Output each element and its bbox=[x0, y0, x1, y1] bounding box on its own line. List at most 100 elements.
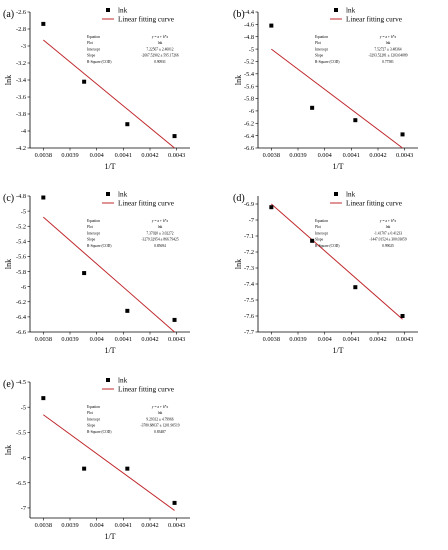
stats-row-label: Intercept bbox=[87, 231, 100, 235]
y-tick-label: -6 bbox=[21, 455, 26, 462]
legend-label-fit: Linear fitting curve bbox=[118, 200, 174, 208]
stats-row-label: Equation bbox=[315, 219, 328, 223]
x-tick-label: 0.0041 bbox=[343, 152, 360, 159]
x-tick-label: 0.0038 bbox=[263, 152, 280, 159]
legend-label-fit: Linear fitting curve bbox=[118, 386, 174, 394]
y-tick-label: -5.5 bbox=[16, 430, 26, 437]
y-tick-label: -5 bbox=[21, 404, 26, 411]
legend-label-points: lnk bbox=[346, 191, 356, 199]
data-point bbox=[41, 396, 46, 401]
y-tick-label: -4.2 bbox=[16, 145, 26, 152]
stats-row-label: Slope bbox=[87, 424, 96, 428]
data-point bbox=[82, 79, 87, 84]
x-tick-label: 0.0041 bbox=[115, 336, 132, 343]
x-axis-title: 1/T bbox=[104, 346, 115, 355]
y-tick-label: -7.1 bbox=[244, 233, 254, 240]
y-axis-title: lnk bbox=[4, 445, 13, 455]
y-tick-label: -5.4 bbox=[16, 239, 27, 246]
stats-row-value: -2667.52902 ± 595.17266 bbox=[141, 54, 179, 58]
y-tick-label: -7.5 bbox=[244, 297, 254, 304]
data-point bbox=[353, 118, 358, 123]
data-point bbox=[41, 195, 46, 200]
stats-row-value: 0.90931 bbox=[154, 60, 166, 64]
y-tick-label: -5 bbox=[21, 208, 26, 215]
panel-label: (d) bbox=[233, 193, 245, 204]
chart-panel: (d) 0.0038 0.0039 0.004 0.0041 0.0042 0.0043 -6… bbox=[233, 191, 418, 355]
stats-row-value: -1.41707 ± 0.41233 bbox=[374, 231, 403, 235]
stats-row-label: Equation bbox=[315, 35, 328, 39]
stats-row-label: R-Square (COD) bbox=[87, 430, 112, 434]
y-tick-label: -6.6 bbox=[16, 329, 26, 336]
stats-row-value: -3279.32954 ± 866.79425 bbox=[141, 238, 179, 242]
chart-panel: (a) 0.0038 0.0039 0.004 0.0041 0.0042 0.0043 -2… bbox=[3, 7, 190, 171]
stats-row-label: R-Square (COD) bbox=[315, 60, 340, 64]
stats-row-label: R-Square (COD) bbox=[87, 244, 112, 248]
legend-marker-points bbox=[334, 192, 338, 196]
stats-row-label: Slope bbox=[87, 238, 96, 242]
legend-label-points: lnk bbox=[346, 7, 356, 15]
x-axis-title: 1/T bbox=[104, 162, 115, 171]
stats-row-value: y = a + b*x bbox=[380, 35, 397, 39]
stats-row-label: Plot bbox=[87, 41, 93, 45]
x-tick-label: 0.0043 bbox=[168, 336, 185, 343]
data-point bbox=[125, 308, 130, 313]
stats-row-label: Plot bbox=[315, 225, 321, 229]
y-tick-label: -6.2 bbox=[244, 120, 254, 127]
x-tick-label: 0.0039 bbox=[289, 152, 306, 159]
y-tick-label: -4.4 bbox=[244, 9, 255, 16]
stats-row-value: y = a + b*x bbox=[152, 219, 169, 223]
data-point bbox=[172, 500, 177, 505]
x-tick-label: 0.0043 bbox=[168, 522, 185, 529]
stats-row-label: Equation bbox=[87, 35, 100, 39]
legend-marker-points bbox=[106, 8, 110, 12]
stats-row-value: lnk bbox=[158, 225, 163, 229]
y-tick-label: -6 bbox=[249, 108, 254, 115]
stats-row-value: -1447.01524 ± 300.03059 bbox=[369, 238, 407, 242]
stats-row-value: 9.29312 ± 4.79966 bbox=[146, 417, 173, 421]
stats-row-label: Slope bbox=[315, 54, 324, 58]
y-axis-title: lnk bbox=[234, 75, 243, 85]
y-tick-label: -3.4 bbox=[16, 77, 27, 84]
y-tick-label: -6.2 bbox=[16, 299, 26, 306]
stats-row-label: Slope bbox=[87, 54, 96, 58]
x-tick-label: 0.0042 bbox=[369, 336, 386, 343]
stats-row-label: Equation bbox=[87, 405, 100, 409]
chart-panel: (b) 0.0038 0.0039 0.004 0.0041 0.0042 0.0043 -4… bbox=[233, 7, 418, 171]
legend-label-points: lnk bbox=[118, 191, 128, 199]
data-point bbox=[125, 466, 130, 471]
stats-row-label: Equation bbox=[87, 219, 100, 223]
y-tick-label: -3 bbox=[21, 43, 26, 50]
panel-label: (c) bbox=[3, 193, 14, 204]
y-tick-label: -5.2 bbox=[16, 223, 26, 230]
y-tick-label: -2.6 bbox=[16, 9, 26, 16]
legend-label-points: lnk bbox=[118, 377, 128, 385]
y-tick-label: -7.7 bbox=[244, 329, 254, 336]
stats-row-value: lnk bbox=[386, 225, 391, 229]
x-tick-label: 0.0038 bbox=[35, 152, 52, 159]
x-tick-label: 0.004 bbox=[90, 522, 105, 529]
y-tick-label: -6.9 bbox=[244, 201, 254, 208]
y-axis-title: lnk bbox=[4, 75, 13, 85]
x-tick-label: 0.0038 bbox=[263, 336, 280, 343]
x-axis-title: 1/T bbox=[104, 532, 115, 541]
y-tick-label: -5 bbox=[249, 46, 254, 53]
x-tick-label: 0.0042 bbox=[141, 152, 158, 159]
x-tick-label: 0.0039 bbox=[289, 336, 306, 343]
y-tick-label: -4.8 bbox=[244, 34, 254, 41]
y-tick-label: -5.2 bbox=[244, 59, 254, 66]
y-tick-label: -4 bbox=[21, 128, 27, 135]
legend-label-fit: Linear fitting curve bbox=[346, 200, 402, 208]
x-axis-title: 1/T bbox=[332, 162, 343, 171]
x-tick-label: 0.004 bbox=[318, 152, 333, 159]
y-tick-label: -7.6 bbox=[244, 313, 254, 320]
x-tick-label: 0.0042 bbox=[369, 152, 386, 159]
stats-row-value: lnk bbox=[158, 411, 163, 415]
data-point bbox=[400, 314, 405, 318]
data-point bbox=[125, 122, 130, 127]
y-tick-label: -6.4 bbox=[16, 314, 27, 321]
stats-row-value: y = a + b*x bbox=[152, 35, 169, 39]
x-tick-label: 0.0043 bbox=[168, 152, 185, 159]
stats-row-label: Plot bbox=[315, 41, 321, 45]
y-tick-label: -6.6 bbox=[244, 145, 254, 152]
